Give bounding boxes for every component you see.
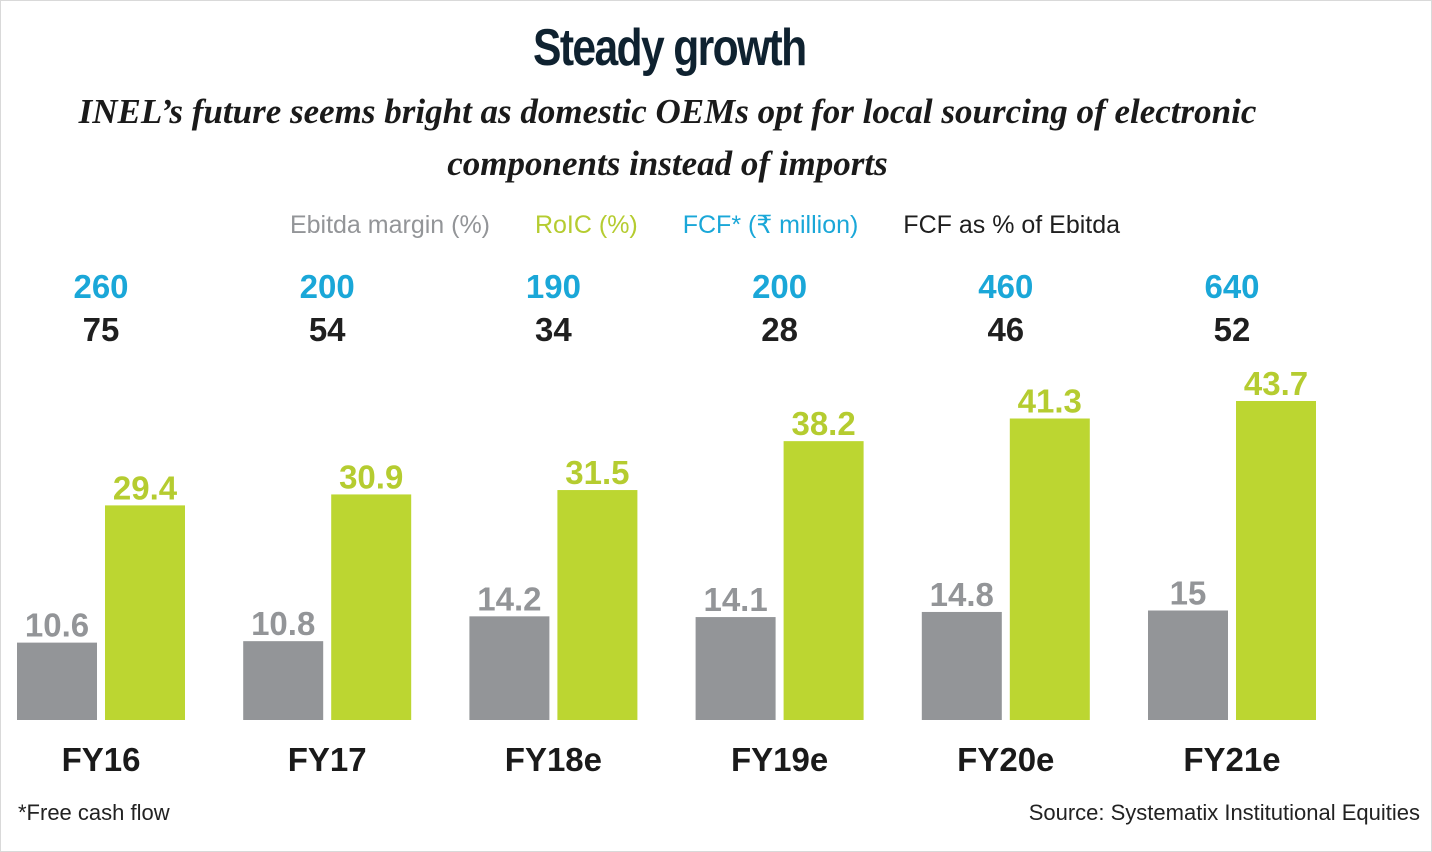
bar-roic [105,505,185,720]
x-tick-label: FY21e [1183,741,1280,778]
legend-roic: RoIC (%) [534,211,638,239]
data-label-roic: 41.3 [1018,383,1082,420]
legend-ebitda-margin: Ebitda margin (%) [289,211,491,239]
fcf-value: 190 [526,268,581,305]
data-label-roic: 43.7 [1244,365,1308,402]
fcf-pct-value: 75 [83,311,120,348]
data-label-roic: 30.9 [339,458,403,495]
chart-subtitle: INEL’s future seems bright as domestic O… [78,92,1257,183]
fcf-pct-value: 52 [1214,311,1251,348]
x-tick-label: FY18e [505,741,602,778]
legend: Ebitda margin (%) RoIC (%) FCF* (₹ milli… [0,210,1410,240]
fcf-pct-value: 46 [987,311,1024,348]
data-label-ebitda-margin: 15 [1170,575,1207,612]
x-tick-label: FY20e [957,741,1054,778]
fcf-value: 200 [300,268,355,305]
data-label-ebitda-margin: 14.2 [477,580,541,617]
data-label-roic: 38.2 [791,405,855,442]
data-label-ebitda-margin: 10.8 [251,605,315,642]
chart-title: Steady growth [533,19,807,77]
bar-ebitda-margin [469,616,550,720]
x-tick-label: FY19e [731,741,828,778]
bar-roic [1009,418,1090,720]
fcf-pct-value: 54 [309,311,346,348]
bar-chart: 10.6 29.4 260 75 FY16 10.8 30.9 200 54 FY17 14.2 31… [17,268,1316,778]
fcf-pct-value: 34 [535,311,572,348]
bar-roic [557,490,638,720]
bar-ebitda-margin [17,642,97,720]
bar-ebitda-margin [695,617,776,720]
data-label-roic: 31.5 [565,454,629,491]
legend-fcf-pct-ebitda: FCF as % of Ebitda [903,211,1121,239]
x-tick-label: FY16 [62,741,141,778]
bar-roic [783,441,864,720]
fcf-value: 460 [978,268,1033,305]
bar-roic [331,494,412,720]
data-label-ebitda-margin: 10.6 [25,607,89,644]
x-tick-label: FY17 [288,741,367,778]
data-label-ebitda-margin: 14.1 [703,581,767,618]
fcf-pct-value: 28 [761,311,798,348]
legend-fcf: FCF* (₹ million) [682,211,859,239]
source-credit: Source: Systematix Institutional Equitie… [1028,800,1420,825]
bar-ebitda-margin [1148,610,1228,720]
fcf-value: 260 [73,268,128,305]
bar-ebitda-margin [243,641,324,720]
footnote: *Free cash flow [18,800,170,825]
data-label-roic: 29.4 [113,469,178,506]
fcf-value: 200 [752,268,807,305]
bar-ebitda-margin [921,611,1002,720]
bar-roic [1236,400,1316,720]
data-label-ebitda-margin: 14.8 [930,576,994,613]
fcf-value: 640 [1204,268,1259,305]
